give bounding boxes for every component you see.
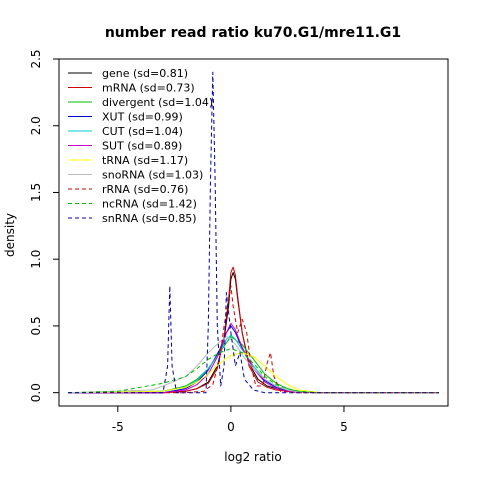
legend-label-3: divergent (sd=1.04): [102, 96, 213, 109]
plot-lines: [67, 71, 439, 394]
legend-label-9: rRNA (sd=0.76): [102, 183, 188, 196]
legend-label-4: XUT (sd=0.99): [102, 111, 183, 124]
legend-label-6: SUT (sd=0.89): [102, 140, 182, 153]
series-line-8: [67, 336, 439, 394]
y-tick-label: 2.0: [29, 116, 43, 135]
x-axis: -5 0 5: [112, 405, 348, 434]
x-tick-label: 0: [227, 420, 235, 434]
x-axis-label: log2 ratio: [224, 450, 281, 464]
chart-title: number read ratio ku70.G1/mre11.G1: [105, 25, 401, 41]
legend-label-7: tRNA (sd=1.17): [102, 154, 188, 167]
x-tick-label: 5: [340, 420, 348, 434]
series-line-6: [68, 322, 439, 394]
legend-label-1: gene (sd=0.81): [102, 67, 188, 80]
legend-label-2: mRNA (sd=0.73): [102, 82, 195, 95]
y-tick-label: 0.5: [29, 316, 43, 335]
y-tick-label: 1.5: [29, 183, 43, 202]
x-tick-label: -5: [112, 420, 124, 434]
series-line-5: [67, 334, 439, 394]
legend-label-8: snoRNA (sd=1.03): [102, 169, 203, 182]
y-tick-label: 2.5: [29, 49, 43, 68]
series-line-3: [67, 336, 439, 394]
y-tick-label: 1.0: [29, 250, 43, 269]
series-line-9: [68, 285, 439, 394]
y-axis-label: density: [3, 213, 17, 257]
series-line-10: [67, 348, 439, 394]
legend-label-11: snRNA (sd=0.85): [102, 212, 197, 225]
legend-label-10: ncRNA (sd=1.42): [102, 198, 197, 211]
legend: gene (sd=0.81) mRNA (sd=0.73)divergent (s…: [68, 67, 213, 225]
series-line-11: [68, 71, 439, 394]
y-tick-label: 0.0: [29, 383, 43, 402]
y-axis: 0.0 0.5 1.0 1.5 2.0 2.5: [29, 49, 60, 402]
legend-label-5: CUT (sd=1.04): [102, 125, 183, 138]
